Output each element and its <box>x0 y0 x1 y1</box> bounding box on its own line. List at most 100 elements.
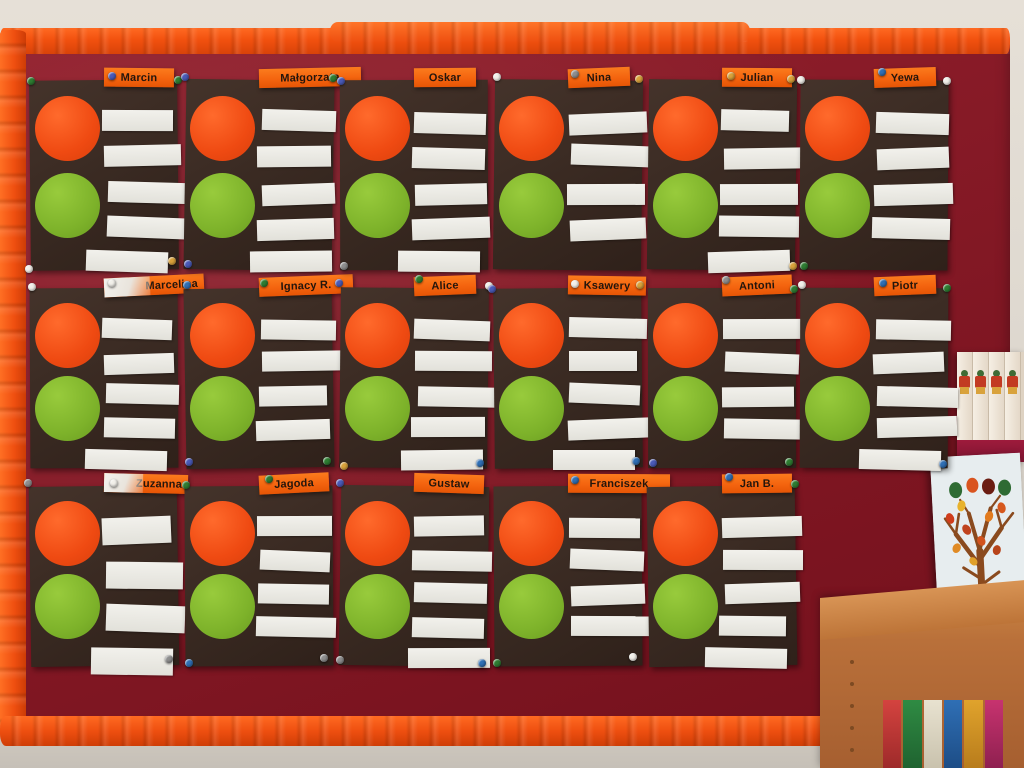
pushpin-icon[interactable] <box>185 458 193 466</box>
shelf-peg-holes <box>850 660 854 760</box>
pushpin-icon[interactable] <box>337 77 345 85</box>
pushpin-icon[interactable] <box>939 460 947 468</box>
student-traffic-light-card[interactable]: Piotr <box>799 274 959 472</box>
pushpin-icon[interactable] <box>28 283 36 291</box>
pushpin-icon[interactable] <box>183 281 191 289</box>
pushpin-icon[interactable] <box>323 457 331 465</box>
pushpin-icon[interactable] <box>571 280 579 288</box>
student-traffic-light-card[interactable]: Yewa <box>799 66 954 271</box>
pushpin-icon[interactable] <box>476 459 484 467</box>
pushpin-icon[interactable] <box>336 479 344 487</box>
crossing-stripe <box>106 215 187 240</box>
pushpin-icon[interactable] <box>790 285 798 293</box>
student-traffic-light-card[interactable]: Jan B. <box>646 473 804 669</box>
student-traffic-light-card[interactable]: Małgorzata <box>183 66 362 273</box>
pushpin-icon[interactable] <box>108 72 116 80</box>
pushpin-icon[interactable] <box>340 262 348 270</box>
crossing-stripe <box>256 515 333 537</box>
student-traffic-light-card[interactable]: Julian <box>646 67 804 274</box>
pushpin-icon[interactable] <box>722 276 730 284</box>
pushpin-icon[interactable] <box>110 479 118 487</box>
shelf-boxes[interactable] <box>883 700 1003 768</box>
pushpin-icon[interactable] <box>488 285 496 293</box>
pushpin-icon[interactable] <box>415 275 423 283</box>
traffic-light-red-lamp <box>499 303 564 368</box>
pushpin-icon[interactable] <box>493 659 501 667</box>
student-name-tag[interactable]: Ksawery <box>567 275 647 296</box>
pushpin-icon[interactable] <box>182 481 190 489</box>
student-name-tag[interactable]: Antoni <box>721 274 793 297</box>
pushpin-icon[interactable] <box>789 262 797 270</box>
pushpin-icon[interactable] <box>320 654 328 662</box>
student-name-tag[interactable]: Oskar <box>413 67 477 88</box>
pushpin-icon[interactable] <box>571 70 579 78</box>
pushpin-icon[interactable] <box>635 75 643 83</box>
pushpin-icon[interactable] <box>943 284 951 292</box>
pushpin-icon[interactable] <box>335 279 343 287</box>
student-name-label: Marcin <box>120 71 158 84</box>
pushpin-icon[interactable] <box>329 74 337 82</box>
pushpin-icon[interactable] <box>791 480 799 488</box>
pushpin-icon[interactable] <box>265 475 273 483</box>
doll-figure-icon <box>1007 370 1018 396</box>
crossing-stripe <box>723 418 805 440</box>
book-row[interactable] <box>957 352 1024 462</box>
student-traffic-light-card[interactable]: Oskar <box>339 67 491 273</box>
traffic-light-green-lamp <box>190 376 255 441</box>
crossing-stripe <box>261 108 337 133</box>
pushpin-icon[interactable] <box>785 458 793 466</box>
student-traffic-light-card[interactable]: Nina <box>492 66 652 271</box>
crossing-stripe <box>568 111 648 136</box>
pushpin-icon[interactable] <box>493 73 501 81</box>
student-name-label: Julian <box>740 71 774 84</box>
student-traffic-light-card[interactable]: Marcin <box>29 67 187 274</box>
zebra-crossing-stripes <box>249 80 337 273</box>
crossing-stripe <box>261 350 343 372</box>
pushpin-icon[interactable] <box>800 262 808 270</box>
zebra-crossing-stripes <box>707 80 804 274</box>
student-traffic-light-card[interactable]: Alice <box>339 274 499 471</box>
pushpin-icon[interactable] <box>727 72 735 80</box>
pushpin-icon[interactable] <box>165 655 173 663</box>
pushpin-icon[interactable] <box>168 257 176 265</box>
student-traffic-light-card[interactable]: Antoni <box>647 274 805 469</box>
traffic-light-red-lamp <box>499 501 564 566</box>
pushpin-icon[interactable] <box>632 457 640 465</box>
student-traffic-light-card[interactable]: Franciszek <box>493 473 671 667</box>
pushpin-icon[interactable] <box>24 479 32 487</box>
pushpin-icon[interactable] <box>629 653 637 661</box>
pushpin-icon[interactable] <box>636 281 644 289</box>
pushpin-icon[interactable] <box>787 75 795 83</box>
pushpin-icon[interactable] <box>478 659 486 667</box>
traffic-light-red-lamp <box>653 96 718 161</box>
pushpin-icon[interactable] <box>181 73 189 81</box>
student-traffic-light-card[interactable]: Gustaw <box>338 472 493 669</box>
student-name-label: Yewa <box>890 71 920 84</box>
pushpin-icon[interactable] <box>798 281 806 289</box>
student-traffic-light-card[interactable]: Jagoda <box>184 472 337 667</box>
pushpin-icon[interactable] <box>27 77 35 85</box>
student-name-tag[interactable]: Alice <box>413 274 477 297</box>
crossing-stripe <box>257 583 330 605</box>
pushpin-icon[interactable] <box>878 68 886 76</box>
pushpin-icon[interactable] <box>174 76 182 84</box>
student-traffic-light-card[interactable]: Marcelina <box>29 273 205 472</box>
student-name-tag[interactable]: Gustaw <box>413 472 485 495</box>
pushpin-icon[interactable] <box>571 476 579 484</box>
pushpin-icon[interactable] <box>340 462 348 470</box>
pushpin-icon[interactable] <box>725 473 733 481</box>
student-traffic-light-card[interactable]: Ignacy R. <box>183 274 354 470</box>
pushpin-icon[interactable] <box>797 76 805 84</box>
pushpin-icon[interactable] <box>260 279 268 287</box>
student-traffic-light-card[interactable]: Zuzanna <box>28 473 189 676</box>
pushpin-icon[interactable] <box>25 265 33 273</box>
pushpin-icon[interactable] <box>185 659 193 667</box>
pushpin-icon[interactable] <box>336 656 344 664</box>
pushpin-icon[interactable] <box>184 260 192 268</box>
zebra-crossing-stripes <box>871 80 954 270</box>
pushpin-icon[interactable] <box>879 279 887 287</box>
pushpin-icon[interactable] <box>943 77 951 85</box>
pushpin-icon[interactable] <box>649 459 657 467</box>
pushpin-icon[interactable] <box>108 279 116 287</box>
student-traffic-light-card[interactable]: Ksawery <box>493 275 650 471</box>
